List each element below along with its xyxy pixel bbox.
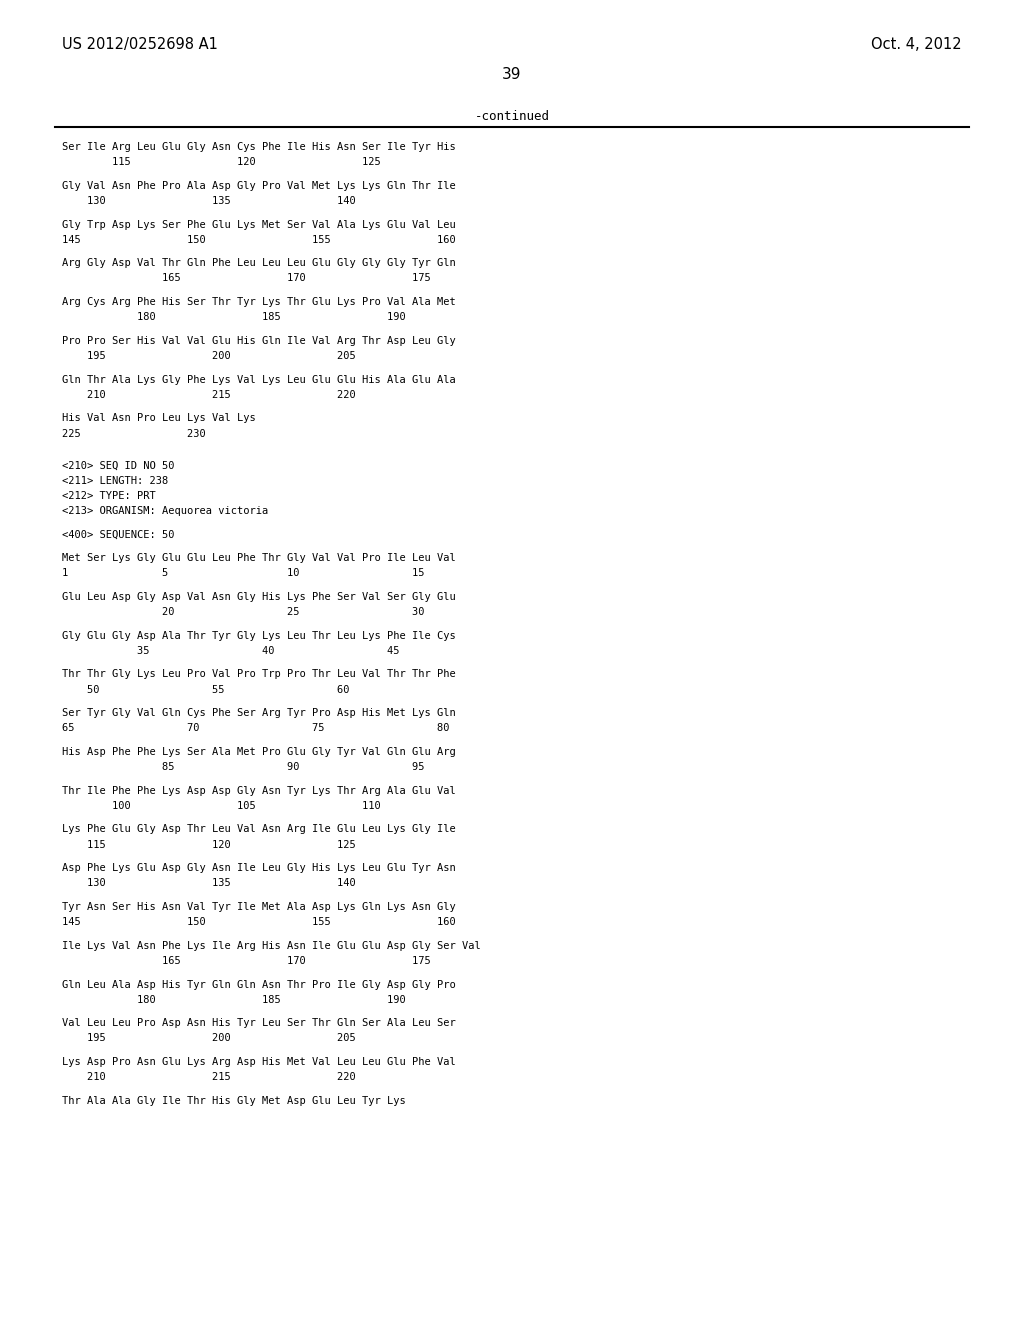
Text: <210> SEQ ID NO 50: <210> SEQ ID NO 50 bbox=[62, 461, 174, 470]
Text: 145                 150                 155                 160: 145 150 155 160 bbox=[62, 917, 456, 927]
Text: 165                 170                 175: 165 170 175 bbox=[62, 956, 431, 966]
Text: His Asp Phe Phe Lys Ser Ala Met Pro Glu Gly Tyr Val Gln Glu Arg: His Asp Phe Phe Lys Ser Ala Met Pro Glu … bbox=[62, 747, 456, 756]
Text: Lys Phe Glu Gly Asp Thr Leu Val Asn Arg Ile Glu Leu Lys Gly Ile: Lys Phe Glu Gly Asp Thr Leu Val Asn Arg … bbox=[62, 825, 456, 834]
Text: <400> SEQUENCE: 50: <400> SEQUENCE: 50 bbox=[62, 529, 174, 540]
Text: <213> ORGANISM: Aequorea victoria: <213> ORGANISM: Aequorea victoria bbox=[62, 506, 268, 516]
Text: Arg Gly Asp Val Thr Gln Phe Leu Leu Leu Glu Gly Gly Gly Tyr Gln: Arg Gly Asp Val Thr Gln Phe Leu Leu Leu … bbox=[62, 259, 456, 268]
Text: Ile Lys Val Asn Phe Lys Ile Arg His Asn Ile Glu Glu Asp Gly Ser Val: Ile Lys Val Asn Phe Lys Ile Arg His Asn … bbox=[62, 941, 480, 950]
Text: Asp Phe Lys Glu Asp Gly Asn Ile Leu Gly His Lys Leu Glu Tyr Asn: Asp Phe Lys Glu Asp Gly Asn Ile Leu Gly … bbox=[62, 863, 456, 874]
Text: 39: 39 bbox=[502, 67, 522, 82]
Text: Oct. 4, 2012: Oct. 4, 2012 bbox=[871, 37, 962, 51]
Text: <211> LENGTH: 238: <211> LENGTH: 238 bbox=[62, 475, 168, 486]
Text: 65                  70                  75                  80: 65 70 75 80 bbox=[62, 723, 450, 734]
Text: Gln Leu Ala Asp His Tyr Gln Gln Asn Thr Pro Ile Gly Asp Gly Pro: Gln Leu Ala Asp His Tyr Gln Gln Asn Thr … bbox=[62, 979, 456, 990]
Text: Gly Glu Gly Asp Ala Thr Tyr Gly Lys Leu Thr Leu Lys Phe Ile Cys: Gly Glu Gly Asp Ala Thr Tyr Gly Lys Leu … bbox=[62, 631, 456, 640]
Text: 180                 185                 190: 180 185 190 bbox=[62, 995, 406, 1005]
Text: 115                 120                 125: 115 120 125 bbox=[62, 157, 381, 168]
Text: Thr Thr Gly Lys Leu Pro Val Pro Trp Pro Thr Leu Val Thr Thr Phe: Thr Thr Gly Lys Leu Pro Val Pro Trp Pro … bbox=[62, 669, 456, 680]
Text: 50                  55                  60: 50 55 60 bbox=[62, 685, 349, 694]
Text: <212> TYPE: PRT: <212> TYPE: PRT bbox=[62, 491, 156, 500]
Text: 165                 170                 175: 165 170 175 bbox=[62, 273, 431, 284]
Text: Ser Ile Arg Leu Glu Gly Asn Cys Phe Ile His Asn Ser Ile Tyr His: Ser Ile Arg Leu Glu Gly Asn Cys Phe Ile … bbox=[62, 143, 456, 152]
Text: 130                 135                 140: 130 135 140 bbox=[62, 195, 355, 206]
Text: 195                 200                 205: 195 200 205 bbox=[62, 351, 355, 360]
Text: Gly Trp Asp Lys Ser Phe Glu Lys Met Ser Val Ala Lys Glu Val Leu: Gly Trp Asp Lys Ser Phe Glu Lys Met Ser … bbox=[62, 219, 456, 230]
Text: 180                 185                 190: 180 185 190 bbox=[62, 313, 406, 322]
Text: 195                 200                 205: 195 200 205 bbox=[62, 1034, 355, 1044]
Text: Val Leu Leu Pro Asp Asn His Tyr Leu Ser Thr Gln Ser Ala Leu Ser: Val Leu Leu Pro Asp Asn His Tyr Leu Ser … bbox=[62, 1018, 456, 1028]
Text: His Val Asn Pro Leu Lys Val Lys: His Val Asn Pro Leu Lys Val Lys bbox=[62, 413, 256, 424]
Text: 100                 105                 110: 100 105 110 bbox=[62, 801, 381, 810]
Text: 85                  90                  95: 85 90 95 bbox=[62, 762, 425, 772]
Text: 225                 230: 225 230 bbox=[62, 429, 206, 438]
Text: Ser Tyr Gly Val Gln Cys Phe Ser Arg Tyr Pro Asp His Met Lys Gln: Ser Tyr Gly Val Gln Cys Phe Ser Arg Tyr … bbox=[62, 709, 456, 718]
Text: 1               5                   10                  15: 1 5 10 15 bbox=[62, 569, 425, 578]
Text: 115                 120                 125: 115 120 125 bbox=[62, 840, 355, 850]
Text: Pro Pro Ser His Val Val Glu His Gln Ile Val Arg Thr Asp Leu Gly: Pro Pro Ser His Val Val Glu His Gln Ile … bbox=[62, 335, 456, 346]
Text: Tyr Asn Ser His Asn Val Tyr Ile Met Ala Asp Lys Gln Lys Asn Gly: Tyr Asn Ser His Asn Val Tyr Ile Met Ala … bbox=[62, 902, 456, 912]
Text: Thr Ile Phe Phe Lys Asp Asp Gly Asn Tyr Lys Thr Arg Ala Glu Val: Thr Ile Phe Phe Lys Asp Asp Gly Asn Tyr … bbox=[62, 785, 456, 796]
Text: Arg Cys Arg Phe His Ser Thr Tyr Lys Thr Glu Lys Pro Val Ala Met: Arg Cys Arg Phe His Ser Thr Tyr Lys Thr … bbox=[62, 297, 456, 308]
Text: Gln Thr Ala Lys Gly Phe Lys Val Lys Leu Glu Glu His Ala Glu Ala: Gln Thr Ala Lys Gly Phe Lys Val Lys Leu … bbox=[62, 375, 456, 384]
Text: -continued: -continued bbox=[474, 110, 550, 123]
Text: Thr Ala Ala Gly Ile Thr His Gly Met Asp Glu Leu Tyr Lys: Thr Ala Ala Gly Ile Thr His Gly Met Asp … bbox=[62, 1096, 406, 1106]
Text: Gly Val Asn Phe Pro Ala Asp Gly Pro Val Met Lys Lys Gln Thr Ile: Gly Val Asn Phe Pro Ala Asp Gly Pro Val … bbox=[62, 181, 456, 191]
Text: 210                 215                 220: 210 215 220 bbox=[62, 389, 355, 400]
Text: Lys Asp Pro Asn Glu Lys Arg Asp His Met Val Leu Leu Glu Phe Val: Lys Asp Pro Asn Glu Lys Arg Asp His Met … bbox=[62, 1057, 456, 1067]
Text: 20                  25                  30: 20 25 30 bbox=[62, 607, 425, 618]
Text: 210                 215                 220: 210 215 220 bbox=[62, 1072, 355, 1082]
Text: Glu Leu Asp Gly Asp Val Asn Gly His Lys Phe Ser Val Ser Gly Glu: Glu Leu Asp Gly Asp Val Asn Gly His Lys … bbox=[62, 591, 456, 602]
Text: 145                 150                 155                 160: 145 150 155 160 bbox=[62, 235, 456, 244]
Text: US 2012/0252698 A1: US 2012/0252698 A1 bbox=[62, 37, 218, 51]
Text: 35                  40                  45: 35 40 45 bbox=[62, 645, 399, 656]
Text: 130                 135                 140: 130 135 140 bbox=[62, 878, 355, 888]
Text: Met Ser Lys Gly Glu Glu Leu Phe Thr Gly Val Val Pro Ile Leu Val: Met Ser Lys Gly Glu Glu Leu Phe Thr Gly … bbox=[62, 553, 456, 564]
